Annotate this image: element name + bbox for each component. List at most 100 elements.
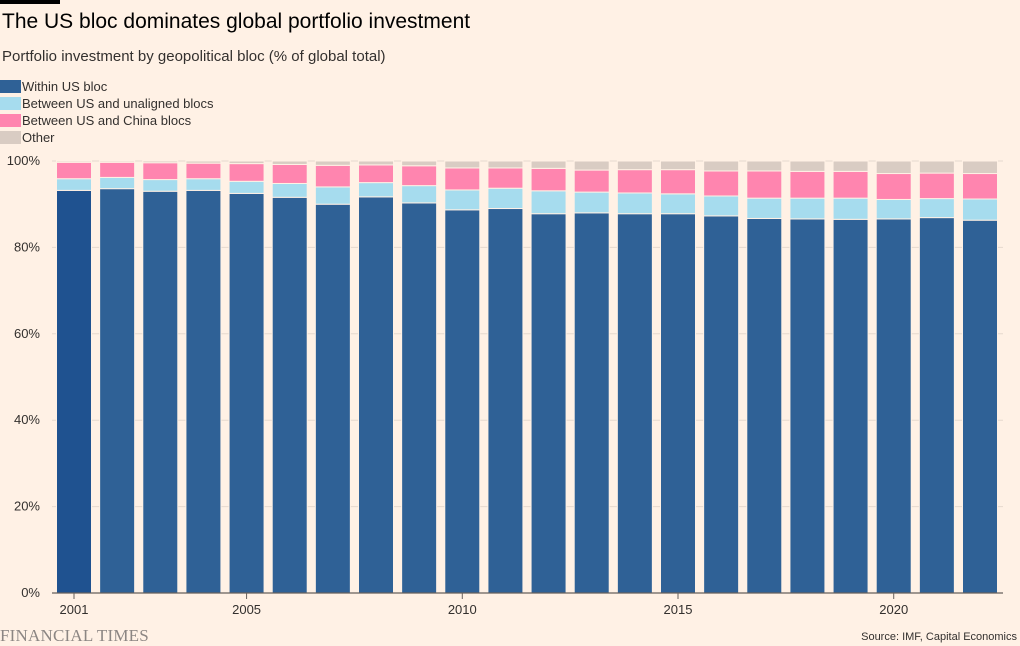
legend-item-us-unaligned: Between US and unaligned blocs <box>0 95 214 112</box>
bar-stack-2018 <box>789 160 826 594</box>
bar-segment-2004-between-us-and-china-blocs <box>185 162 222 180</box>
bar-stack-2002 <box>99 160 136 594</box>
bar-segment-2016-within-us-bloc <box>703 215 740 594</box>
bar-stack-2009 <box>401 160 438 594</box>
bar-stack-2022 <box>962 160 998 594</box>
bar-segment-2011-between-us-and-china-blocs <box>487 167 524 189</box>
bar-segment-2001-within-us-bloc <box>56 189 92 594</box>
bar-stack-2014 <box>616 160 653 594</box>
bar-segment-2013-other <box>573 160 610 171</box>
bar-segment-2011-between-us-and-unaligned-blocs <box>487 187 524 210</box>
bar-segment-2004-between-us-and-unaligned-blocs <box>185 178 222 191</box>
x-tick-label-2005: 2005 <box>232 602 261 617</box>
bar-segment-2008-within-us-bloc <box>358 196 394 594</box>
y-tick-label-60: 60% <box>14 326 40 341</box>
bar-segment-2007-other <box>314 160 351 166</box>
bar-segment-2017-between-us-and-unaligned-blocs <box>746 197 783 219</box>
bar-segment-2014-between-us-and-china-blocs <box>616 169 653 194</box>
bar-segment-2011-other <box>487 160 524 169</box>
bar-segment-2009-other <box>401 160 438 167</box>
bar-segment-2009-within-us-bloc <box>401 202 438 594</box>
bar-segment-2005-within-us-bloc <box>228 192 265 594</box>
y-tick-label-0: 0% <box>21 585 40 600</box>
bar-segment-2002-between-us-and-china-blocs <box>99 161 136 178</box>
chart-title: The US bloc dominates global portfolio i… <box>2 10 471 33</box>
bar-stack-2016 <box>703 160 740 594</box>
legend-label-within-us: Within US bloc <box>22 79 108 94</box>
bar-stack-2021 <box>918 160 955 594</box>
y-tick-label-80: 80% <box>14 239 40 254</box>
legend-item-us-china: Between US and China blocs <box>0 112 214 129</box>
bar-segment-2015-within-us-bloc <box>660 213 696 594</box>
legend-swatch-us-china <box>0 114 21 127</box>
bar-segment-2020-other <box>875 160 912 175</box>
bar-segment-2008-other <box>358 160 394 166</box>
bar-stack-2007 <box>314 160 351 594</box>
bar-stack-2004 <box>185 160 222 594</box>
bar-segment-2015-between-us-and-china-blocs <box>660 169 696 195</box>
axes: 0% 20% 40% 60% 80% 100% 2001 2005 2010 2015 2020 <box>7 153 1003 617</box>
x-tick-label-2015: 2015 <box>664 602 693 617</box>
bar-stack-2017 <box>746 160 783 594</box>
bar-segment-2004-other <box>185 160 222 164</box>
bar-segment-2003-other <box>142 160 179 164</box>
bar-segment-2022-other <box>962 160 998 175</box>
bar-segment-2014-between-us-and-unaligned-blocs <box>616 192 653 215</box>
bar-segment-2015-between-us-and-unaligned-blocs <box>660 193 696 215</box>
bar-segment-2011-within-us-bloc <box>487 208 524 594</box>
y-tick-label-20: 20% <box>14 499 40 514</box>
chart-subtitle: Portfolio investment by geopolitical blo… <box>2 48 386 65</box>
bar-segment-2019-within-us-bloc <box>832 218 869 594</box>
ft-logo-wordmark: FINANCIAL TIMES <box>0 626 149 645</box>
bar-segment-2021-within-us-bloc <box>918 217 955 594</box>
bar-segment-2003-between-us-and-china-blocs <box>142 162 179 181</box>
bar-segment-2007-between-us-and-unaligned-blocs <box>314 186 351 205</box>
bar-stack-2013 <box>573 160 610 594</box>
legend-swatch-other <box>0 131 21 144</box>
bar-segment-2020-between-us-and-unaligned-blocs <box>875 198 912 220</box>
bar-stack-2008 <box>358 160 394 594</box>
bar-stack-2010 <box>444 160 481 594</box>
y-tick-label-40: 40% <box>14 412 40 427</box>
x-tick-label-2020: 2020 <box>879 602 908 617</box>
bar-segment-2006-between-us-and-china-blocs <box>271 163 308 184</box>
bar-segment-2005-other <box>228 160 265 165</box>
bar-segment-2022-between-us-and-china-blocs <box>962 173 998 200</box>
bar-segment-2012-within-us-bloc <box>530 213 567 594</box>
bar-segment-2016-between-us-and-china-blocs <box>703 170 740 197</box>
bar-segment-2007-within-us-bloc <box>314 203 351 594</box>
bar-segment-2007-between-us-and-china-blocs <box>314 164 351 188</box>
bar-segment-2016-other <box>703 160 740 172</box>
bar-segment-2008-between-us-and-china-blocs <box>358 164 394 184</box>
source-note: Source: IMF, Capital Economics <box>861 631 1017 643</box>
bar-segment-2005-between-us-and-unaligned-blocs <box>228 180 265 194</box>
legend-item-within-us: Within US bloc <box>0 78 214 95</box>
bar-stack-2011 <box>487 160 524 594</box>
bar-segment-2018-within-us-bloc <box>789 218 826 594</box>
bar-segment-2008-between-us-and-unaligned-blocs <box>358 182 394 198</box>
bar-segment-2012-between-us-and-unaligned-blocs <box>530 190 567 215</box>
bar-segment-2014-within-us-bloc <box>616 213 653 594</box>
bars <box>56 160 998 594</box>
bar-segment-2010-other <box>444 160 481 169</box>
bar-segment-2021-between-us-and-china-blocs <box>918 172 955 200</box>
legend-label-other: Other <box>22 130 55 145</box>
stacked-bar-chart: 0% 20% 40% 60% 80% 100% 2001 2005 2010 2015 2020 <box>7 153 1003 617</box>
bar-segment-2009-between-us-and-unaligned-blocs <box>401 185 438 204</box>
x-tick-label-2010: 2010 <box>448 602 477 617</box>
bar-stack-2005 <box>228 160 265 594</box>
bar-segment-2004-within-us-bloc <box>185 189 222 594</box>
legend-label-us-china: Between US and China blocs <box>22 113 192 128</box>
bar-segment-2002-within-us-bloc <box>99 188 136 594</box>
bar-segment-2013-between-us-and-unaligned-blocs <box>573 191 610 214</box>
bar-segment-2006-within-us-bloc <box>271 196 308 594</box>
bar-stack-2015 <box>660 160 696 594</box>
bar-segment-2002-other <box>99 160 136 163</box>
bar-stack-2019 <box>832 160 869 594</box>
bar-segment-2018-between-us-and-unaligned-blocs <box>789 197 826 220</box>
bar-segment-2018-between-us-and-china-blocs <box>789 170 826 199</box>
bar-segment-2012-between-us-and-china-blocs <box>530 167 567 192</box>
bar-segment-2017-other <box>746 160 783 172</box>
bar-segment-2006-between-us-and-unaligned-blocs <box>271 182 308 198</box>
bar-stack-2012 <box>530 160 567 594</box>
